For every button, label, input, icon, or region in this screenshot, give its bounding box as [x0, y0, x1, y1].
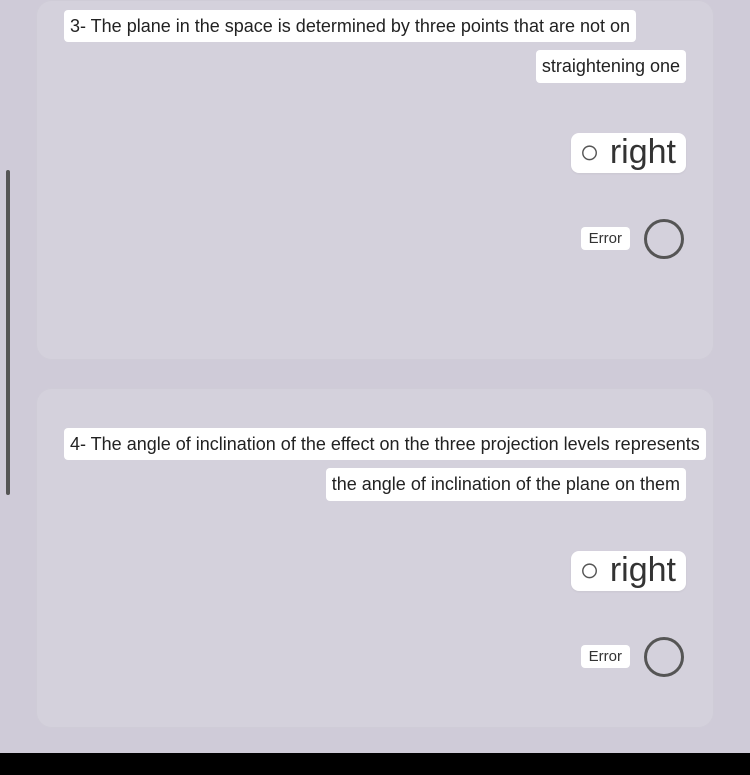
- bottom-bar: [0, 753, 750, 775]
- option-error-3[interactable]: Error: [581, 219, 686, 259]
- options-group-4: ○ right Error: [64, 551, 686, 677]
- option-label: right: [610, 135, 676, 169]
- radio-icon: [644, 219, 684, 259]
- option-error-4[interactable]: Error: [581, 637, 686, 677]
- question-card-3: 3- The plane in the space is determined …: [36, 0, 714, 360]
- radio-icon: ○: [579, 553, 600, 587]
- question-line: straightening one: [536, 50, 686, 82]
- question-text-4: 4- The angle of inclination of the effec…: [64, 428, 686, 501]
- option-right-4[interactable]: ○ right: [571, 551, 686, 591]
- question-card-4: 4- The angle of inclination of the effec…: [36, 388, 714, 728]
- question-text-3: 3- The plane in the space is determined …: [64, 10, 686, 83]
- question-line: the angle of inclination of the plane on…: [326, 468, 686, 500]
- option-label: Error: [581, 645, 630, 668]
- scroll-indicator: [6, 170, 10, 495]
- options-group-3: ○ right Error: [64, 133, 686, 259]
- question-line: 3- The plane in the space is determined …: [64, 10, 636, 42]
- radio-icon: ○: [579, 135, 600, 169]
- option-right-3[interactable]: ○ right: [571, 133, 686, 173]
- option-label: Error: [581, 227, 630, 250]
- question-line: 4- The angle of inclination of the effec…: [64, 428, 706, 460]
- radio-icon: [644, 637, 684, 677]
- option-label: right: [610, 553, 676, 587]
